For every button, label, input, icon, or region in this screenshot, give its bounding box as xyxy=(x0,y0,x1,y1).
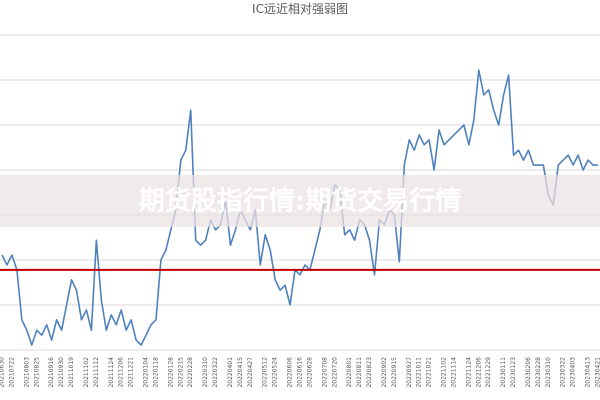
x-tick-label: 20230421 xyxy=(595,357,600,388)
x-tick-label: 20210803 xyxy=(23,357,30,388)
x-tick-label: 20230322 xyxy=(560,357,567,388)
x-tick-label: 20220616 xyxy=(297,357,304,388)
x-tick-label: 20221011 xyxy=(416,357,423,388)
x-tick-label: 20230123 xyxy=(510,357,517,388)
x-tick-label: 20220512 xyxy=(262,357,269,388)
x-tick-label: 20220927 xyxy=(406,357,413,388)
x-tick-label: 20220104 xyxy=(143,357,150,388)
x-tick-label: 20211102 xyxy=(83,357,90,388)
watermark-band xyxy=(0,175,600,227)
x-tick-label: 20220310 xyxy=(202,357,209,388)
x-tick-label: 20210930 xyxy=(58,357,65,388)
x-tick-label: 20220427 xyxy=(247,357,254,388)
x-tick-label: 20230206 xyxy=(525,357,532,388)
x-tick-label: 20221102 xyxy=(441,357,448,388)
data-line xyxy=(1,69,598,346)
x-tick-label: 20220606 xyxy=(287,357,294,388)
x-tick-label: 20220401 xyxy=(227,357,234,388)
x-tick-label: 20230111 xyxy=(500,357,507,388)
watermark: 期货股指行情:期货交易行情 xyxy=(139,186,461,217)
x-tick-label: 20221124 xyxy=(465,357,472,388)
x-tick-label: 20220823 xyxy=(366,357,373,388)
x-tick-label: 20220720 xyxy=(331,357,338,388)
x-tick-label: 20211019 xyxy=(68,357,75,388)
x-tick-label: 20230228 xyxy=(535,357,542,388)
x-tick-label: 20220915 xyxy=(391,357,398,388)
x-tick-label: 20210916 xyxy=(48,357,55,388)
x-tick-label: 20221229 xyxy=(485,357,492,388)
x-tick-label: 20210722 xyxy=(8,357,15,388)
x-tick-label: 20210825 xyxy=(33,357,40,388)
x-tick-label: 20230310 xyxy=(545,357,552,388)
x-tick-label: 20211124 xyxy=(108,357,115,388)
x-tick-label: 20220128 xyxy=(167,357,174,388)
chart-title: IC远近相对强弱图 xyxy=(252,2,348,16)
x-tick-label: 20220628 xyxy=(306,357,313,388)
x-tick-label: 20220215 xyxy=(177,357,184,388)
x-tick-label: 20230413 xyxy=(585,357,592,388)
x-tick-label: 20220118 xyxy=(152,357,159,388)
x-tick-label: 20220811 xyxy=(356,357,363,388)
x-tick-label: 20221021 xyxy=(426,357,433,388)
x-tick-label: 20210630 xyxy=(0,357,6,388)
x-tick-label: 20220801 xyxy=(346,357,353,388)
x-tick-label: 20220708 xyxy=(321,357,328,388)
x-tick-label: 20211206 xyxy=(118,357,125,388)
x-tick-label: 20220415 xyxy=(237,357,244,388)
x-tick-label: 20220902 xyxy=(381,357,388,388)
x-tick-label: 20221206 xyxy=(475,357,482,388)
x-tick-label: 20220228 xyxy=(187,357,194,388)
x-tick-label: 20220322 xyxy=(212,357,219,388)
x-tick-label: 20221114 xyxy=(450,357,457,388)
x-tick-label: 20211221 xyxy=(128,357,135,388)
x-tick-label: 20211112 xyxy=(93,357,100,388)
x-tick-label: 20220524 xyxy=(272,357,279,388)
x-tick-label: 20230403 xyxy=(570,357,577,388)
